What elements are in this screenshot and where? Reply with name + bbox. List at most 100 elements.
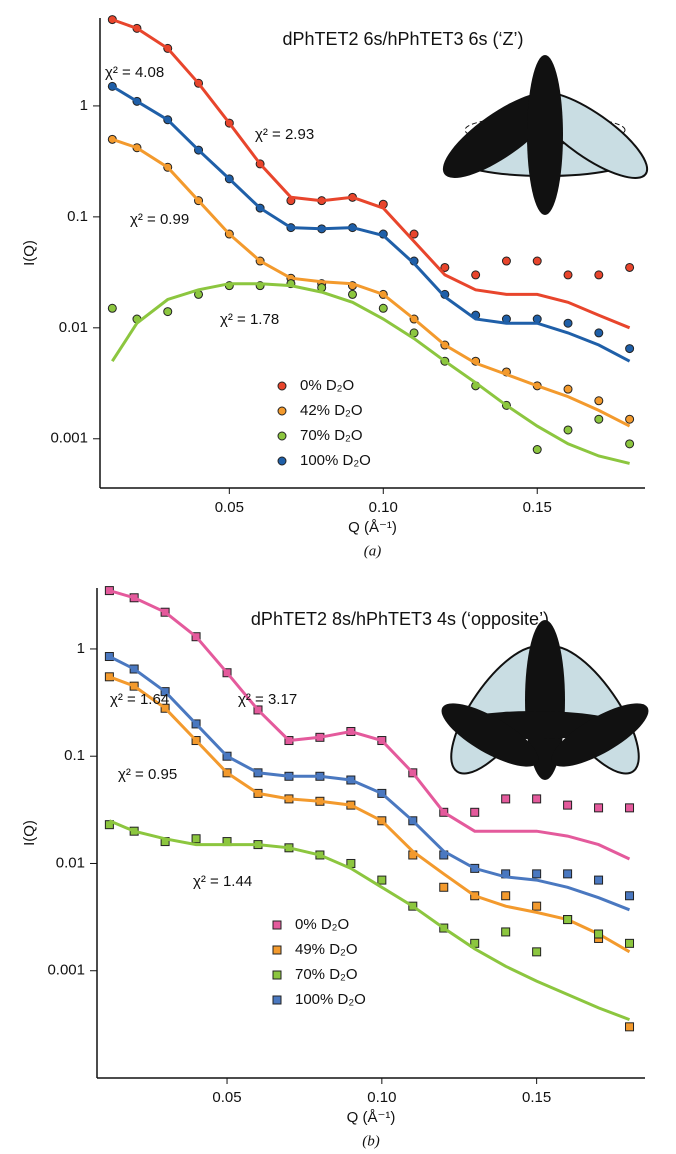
point xyxy=(532,947,542,957)
point xyxy=(377,875,387,885)
x-tick-label: 0.05 xyxy=(215,499,244,516)
point xyxy=(625,938,635,948)
point xyxy=(594,803,604,813)
annotation: χ² = 1.44 xyxy=(193,873,252,890)
annotation: χ² = 0.99 xyxy=(130,211,189,228)
point xyxy=(594,270,604,280)
point xyxy=(104,820,114,830)
point xyxy=(532,901,542,911)
point xyxy=(563,915,573,925)
point xyxy=(470,807,480,817)
point xyxy=(625,414,635,424)
point xyxy=(532,256,542,266)
y-tick-label: 1 xyxy=(80,97,88,114)
legend-label: 100% D₂O xyxy=(300,452,371,469)
point xyxy=(501,256,511,266)
point xyxy=(563,869,573,879)
point xyxy=(532,445,542,455)
legend-label: 42% D₂O xyxy=(300,402,363,419)
annotation: χ² = 1.78 xyxy=(220,311,279,328)
point xyxy=(378,303,388,313)
x-tick-label: 0.15 xyxy=(522,1089,551,1106)
point xyxy=(563,384,573,394)
shape-a xyxy=(442,55,649,215)
fit-line xyxy=(111,137,631,428)
fit-line xyxy=(108,655,631,912)
y-tick-label: 0.01 xyxy=(59,319,88,336)
point xyxy=(471,270,481,280)
legend-label: 0% D₂O xyxy=(295,916,349,933)
chart-title: dPhTET2 8s/hPhTET3 4s (‘opposite’) xyxy=(251,609,549,629)
fit-line xyxy=(111,18,631,330)
x-tick-label: 0.10 xyxy=(367,1089,396,1106)
point xyxy=(104,652,114,662)
y-tick-label: 0.01 xyxy=(56,854,85,871)
y-tick-label: 0.001 xyxy=(47,962,85,979)
legend-label: 0% D₂O xyxy=(300,377,354,394)
point xyxy=(409,229,419,239)
legend-marker xyxy=(277,381,287,391)
annotation: χ² = 4.08 xyxy=(105,64,164,81)
legend-marker xyxy=(277,456,287,466)
point xyxy=(594,929,604,939)
legend-marker xyxy=(272,970,282,980)
legend-marker xyxy=(272,995,282,1005)
legend-label: 49% D₂O xyxy=(295,941,358,958)
point xyxy=(594,875,604,885)
legend-marker xyxy=(272,920,282,930)
fit-line xyxy=(111,282,630,465)
legend-label: 70% D₂O xyxy=(300,427,363,444)
y-tick-label: 0.1 xyxy=(67,208,88,225)
fit-line xyxy=(108,589,631,861)
x-tick-label: 0.10 xyxy=(369,499,398,516)
point xyxy=(532,794,542,804)
caption: (b) xyxy=(362,1133,380,1149)
chart-title: dPhTET2 6s/hPhTET3 6s (‘Z’) xyxy=(282,29,523,49)
annotation: χ² = 2.93 xyxy=(255,126,314,143)
y-axis-label: I(Q) xyxy=(21,820,38,846)
point xyxy=(563,425,573,435)
y-tick-label: 0.001 xyxy=(50,430,88,447)
point xyxy=(501,891,511,901)
annotation: χ² = 3.17 xyxy=(238,691,297,708)
legend-label: 70% D₂O xyxy=(295,966,358,983)
point xyxy=(563,800,573,810)
legend-marker xyxy=(277,431,287,441)
point xyxy=(625,439,635,449)
shape-b xyxy=(441,620,649,780)
y-axis-label: I(Q) xyxy=(21,240,38,266)
x-tick-label: 0.05 xyxy=(212,1089,241,1106)
point xyxy=(563,270,573,280)
point xyxy=(625,344,635,354)
point xyxy=(501,927,511,937)
point xyxy=(501,794,511,804)
point xyxy=(625,803,635,813)
y-tick-label: 1 xyxy=(77,640,85,657)
fit-line xyxy=(111,85,631,363)
annotation: χ² = 0.95 xyxy=(118,766,177,783)
point xyxy=(625,262,635,272)
point xyxy=(440,262,450,272)
point xyxy=(625,891,635,901)
point xyxy=(594,396,604,406)
x-tick-label: 0.15 xyxy=(523,499,552,516)
point xyxy=(563,318,573,328)
point xyxy=(107,303,117,313)
point xyxy=(439,882,449,892)
annotation: χ² = 1.64 xyxy=(110,691,169,708)
point xyxy=(594,414,604,424)
fit-line xyxy=(108,675,631,954)
point xyxy=(191,834,201,844)
legend-marker xyxy=(272,945,282,955)
y-tick-label: 0.1 xyxy=(64,747,85,764)
caption: (a) xyxy=(364,543,382,559)
point xyxy=(594,328,604,338)
fit-line xyxy=(108,819,631,1022)
x-axis-label: Q (Å⁻¹) xyxy=(348,519,397,536)
x-axis-label: Q (Å⁻¹) xyxy=(347,1109,396,1126)
point xyxy=(625,1022,635,1032)
point xyxy=(532,869,542,879)
legend-marker xyxy=(277,406,287,416)
point xyxy=(163,307,173,317)
